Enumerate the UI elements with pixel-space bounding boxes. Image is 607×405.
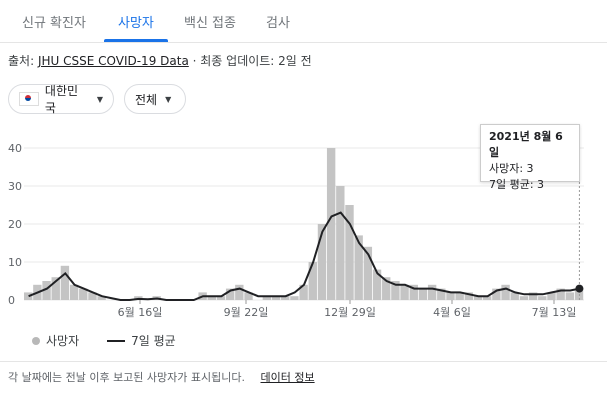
deaths-bar: [446, 292, 455, 300]
deaths-bar: [382, 277, 391, 300]
range-label: 전체: [135, 92, 158, 107]
deaths-bar: [400, 284, 409, 300]
deaths-bar: [565, 292, 575, 300]
country-label: 대한민국: [44, 84, 79, 115]
average-legend-label: 7일 평균: [131, 334, 176, 348]
deaths-bar: [547, 292, 556, 300]
x-tick-label: 7월 13일: [532, 305, 577, 319]
tooltip-date: 2021년 8월 6일: [489, 130, 563, 159]
deaths-bar: [235, 284, 244, 300]
deaths-bar: [216, 296, 226, 300]
seven-day-average-line: [28, 211, 580, 301]
deaths-bar: [492, 288, 501, 300]
y-tick-label: 40: [8, 142, 22, 155]
source-prefix: 출처:: [8, 54, 35, 68]
footer-divider: [0, 361, 607, 362]
average-legend-line: [107, 339, 126, 342]
deaths-bar: [427, 284, 437, 300]
deaths-bar: [455, 292, 464, 300]
tab-deaths[interactable]: 사망자: [118, 16, 154, 31]
update-time: · 최종 업데이트: 2일 전: [192, 54, 312, 68]
deaths-bar: [372, 269, 382, 300]
deaths-bar: [464, 292, 474, 300]
deaths-bar: [345, 205, 354, 300]
deaths-bar: [326, 148, 336, 300]
y-tick-label: 10: [8, 256, 22, 269]
footer-note: 각 날짜에는 전날 이후 보고된 사망자가 표시됩니다. 데이터 정보: [8, 369, 315, 385]
footer-text: 각 날짜에는 전날 이후 보고된 사망자가 표시됩니다.: [8, 371, 245, 384]
deaths-bar: [317, 224, 327, 300]
tab-vaccinations[interactable]: 백신 접종: [184, 16, 236, 31]
deaths-bar: [501, 284, 510, 300]
chevron-down-icon: ▼: [96, 94, 103, 104]
deaths-bar: [418, 288, 428, 300]
deaths-bar: [483, 296, 492, 300]
data-info-link[interactable]: 데이터 정보: [260, 371, 315, 384]
deaths-bar: [290, 296, 299, 300]
deaths-legend-dot: [32, 336, 40, 345]
chevron-down-icon: ▼: [165, 94, 172, 104]
deaths-bar: [69, 284, 79, 300]
korea-flag-icon: [19, 92, 39, 106]
deaths-bar: [363, 246, 373, 300]
y-tick-label: 30: [8, 180, 22, 193]
x-tick-label: 6월 16일: [118, 305, 163, 319]
tooltip-deaths: 사망자: 3: [489, 162, 534, 175]
y-tick-label: 0: [8, 294, 15, 307]
deaths-bar: [308, 262, 317, 300]
deaths-bar: [24, 292, 33, 300]
deaths-bar: [207, 296, 216, 300]
x-tick-label: 9월 22일: [224, 305, 269, 319]
deaths-legend-label: 사망자: [46, 334, 80, 348]
deaths-bar: [42, 281, 51, 300]
tab-new-cases[interactable]: 신규 확진자: [22, 16, 86, 31]
deaths-bar: [409, 284, 418, 300]
deaths-bar: [97, 296, 106, 300]
source-line: 출처: JHU CSSE COVID-19 Data · 최종 업데이트: 2일…: [8, 52, 312, 69]
deaths-bar: [437, 288, 446, 300]
deaths-bar: [556, 288, 565, 300]
deaths-bar: [473, 296, 483, 300]
deaths-bar: [225, 288, 235, 300]
deaths-bar: [391, 281, 400, 300]
deaths-bar: [510, 292, 519, 300]
chart-legend: 사망자 7일 평균: [32, 332, 176, 349]
deaths-bar: [244, 292, 253, 300]
tab-bar: 신규 확진자 사망자 백신 접종 검사: [0, 0, 607, 43]
deaths-bar: [262, 296, 272, 300]
x-tick-label: 4월 6일: [433, 305, 471, 319]
deaths-bar: [271, 296, 281, 300]
deaths-bar: [60, 265, 70, 300]
deaths-bar: [299, 284, 308, 300]
active-tab-indicator: [104, 39, 168, 42]
deaths-bar: [79, 288, 88, 300]
deaths-bar: [354, 235, 363, 300]
range-select[interactable]: 전체 ▼: [124, 84, 186, 114]
deaths-bar: [538, 296, 547, 300]
x-tick-label: 12월 29일: [324, 305, 376, 319]
tab-tests[interactable]: 검사: [266, 16, 290, 31]
deaths-bar: [281, 296, 290, 300]
deaths-bar: [51, 277, 60, 300]
tooltip-average: 7일 평균: 3: [489, 178, 545, 191]
deaths-bar: [528, 292, 538, 300]
y-tick-label: 20: [8, 218, 22, 231]
deaths-bar: [88, 292, 97, 300]
chart-tooltip: 2021년 8월 6일 사망자: 3 7일 평균: 3: [480, 124, 580, 191]
deaths-bar: [336, 186, 345, 300]
source-link[interactable]: JHU CSSE COVID-19 Data: [37, 54, 189, 68]
country-select[interactable]: 대한민국 ▼: [8, 84, 114, 115]
deaths-bar: [519, 296, 529, 300]
hover-point: [575, 284, 584, 293]
